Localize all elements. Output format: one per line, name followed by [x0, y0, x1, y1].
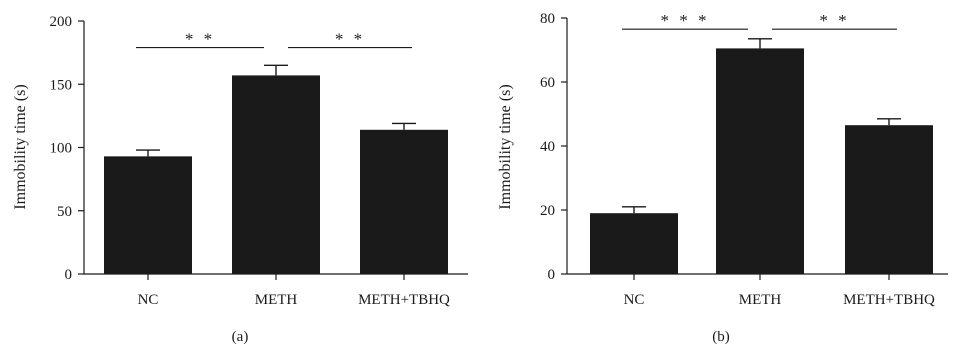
- bar: [104, 156, 192, 274]
- x-tick-label: METH+TBHQ: [843, 292, 935, 308]
- y-tick-label: 0: [548, 267, 556, 283]
- y-tick-label: 50: [57, 204, 72, 220]
- panel-label: (b): [712, 329, 730, 345]
- x-tick-label: METH: [255, 292, 298, 308]
- y-tick-label: 0: [65, 267, 73, 283]
- bar: [590, 213, 678, 274]
- significance-label: * *: [819, 11, 849, 30]
- significance-label: * *: [335, 30, 365, 49]
- x-tick-label: METH+TBHQ: [358, 292, 450, 308]
- y-tick-label: 60: [540, 75, 555, 91]
- bar: [716, 48, 804, 275]
- y-tick-label: 200: [50, 14, 73, 30]
- x-tick-label: NC: [624, 292, 645, 308]
- panel-label: (a): [232, 329, 249, 345]
- bar: [360, 129, 448, 274]
- y-tick-label: 20: [540, 203, 555, 219]
- y-axis-title: Immobility time (s): [497, 84, 514, 209]
- x-tick-label: METH: [739, 292, 782, 308]
- y-tick-label: 80: [540, 11, 555, 27]
- bar: [232, 75, 320, 275]
- y-tick-label: 150: [50, 77, 73, 93]
- y-axis-title: Immobility time (s): [12, 84, 29, 209]
- bar: [845, 125, 933, 274]
- panel-b: Immobility time (s) (b) 0 20 40 60 80 NC METH M…: [497, 11, 948, 345]
- x-tick-label: NC: [138, 292, 159, 308]
- y-tick-label: 40: [540, 139, 555, 155]
- significance-label: * *: [185, 30, 215, 49]
- y-tick-label: 100: [50, 141, 73, 157]
- panel-a: Immobility time (s) (a) 0 50 100 150 200 NC ME…: [12, 14, 468, 345]
- significance-label: * * *: [661, 11, 710, 30]
